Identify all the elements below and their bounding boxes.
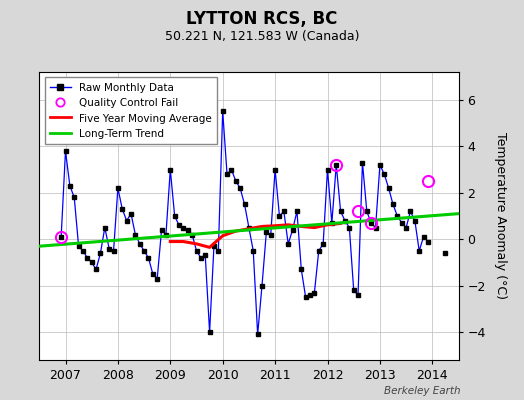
Text: Berkeley Earth: Berkeley Earth (385, 386, 461, 396)
Legend: Raw Monthly Data, Quality Control Fail, Five Year Moving Average, Long-Term Tren: Raw Monthly Data, Quality Control Fail, … (45, 77, 217, 144)
Y-axis label: Temperature Anomaly (°C): Temperature Anomaly (°C) (494, 132, 507, 300)
Text: LYTTON RCS, BC: LYTTON RCS, BC (187, 10, 337, 28)
Text: 50.221 N, 121.583 W (Canada): 50.221 N, 121.583 W (Canada) (165, 30, 359, 43)
